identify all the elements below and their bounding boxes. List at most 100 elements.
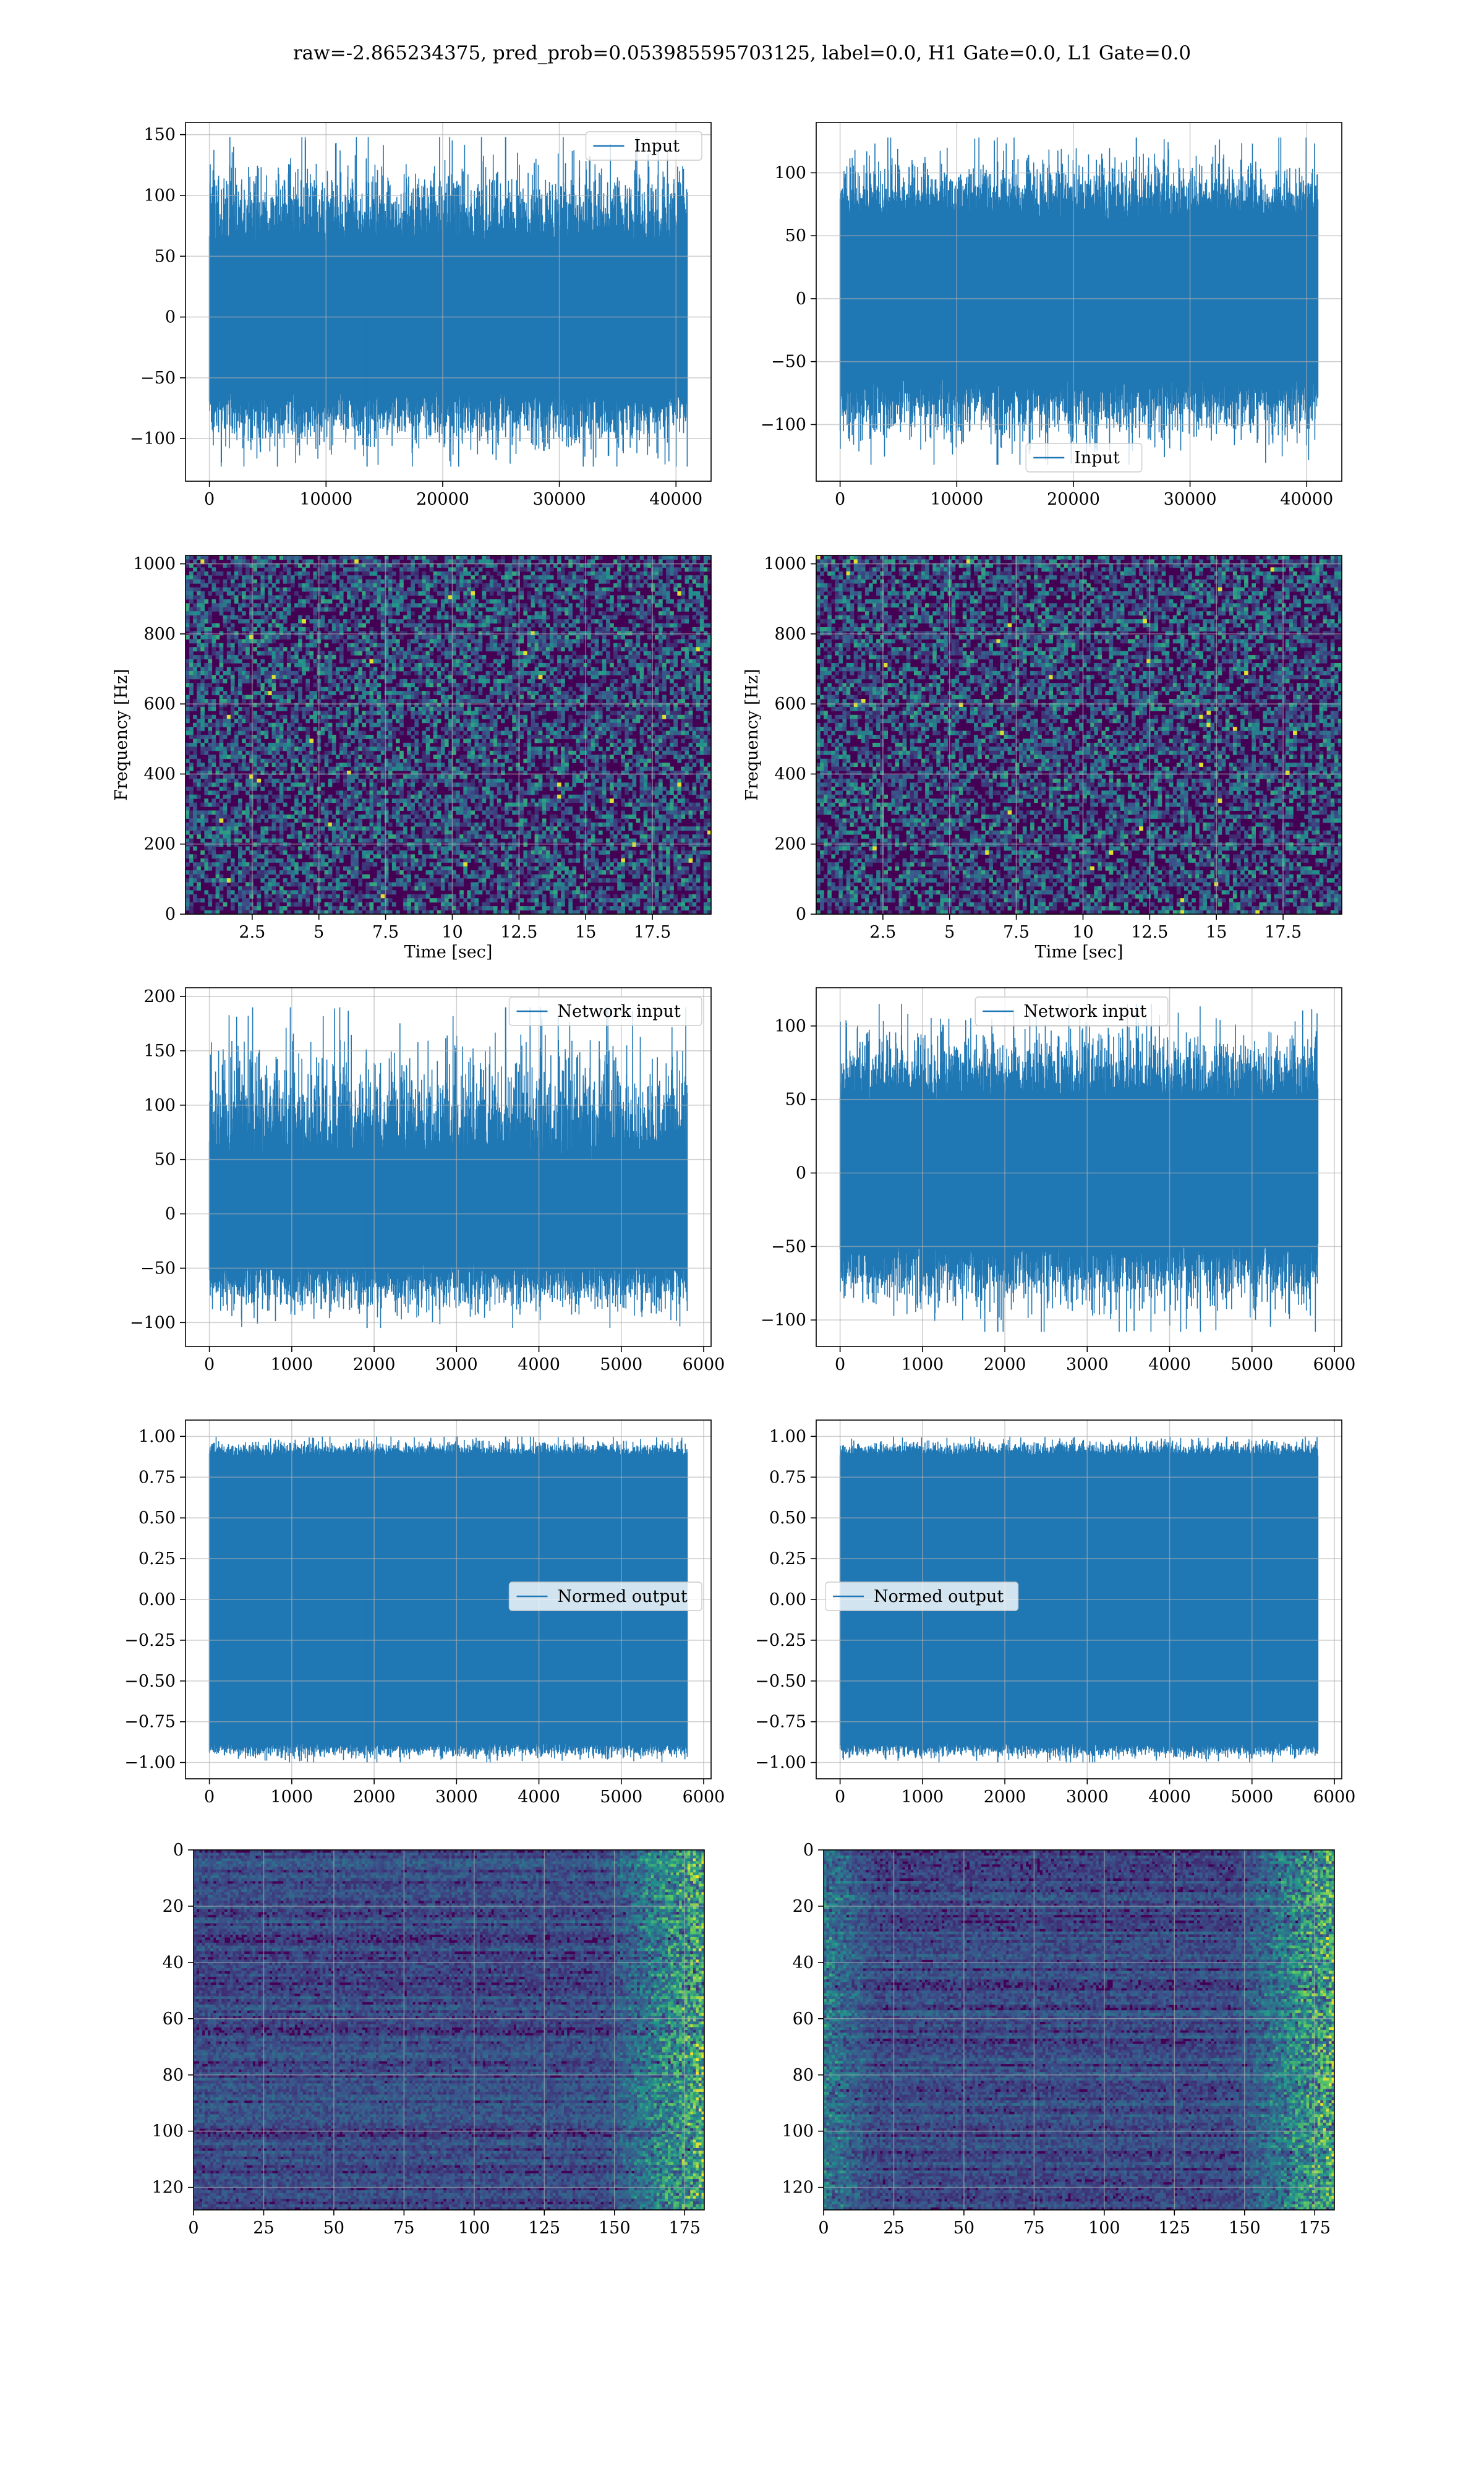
x-tick-label: 7.5: [372, 923, 399, 942]
chart-r2c2: 2.5 5 7.5 10 12.5 15 17.502004006008001000Time…: [743, 555, 1342, 962]
x-tick-label: 75: [393, 2219, 414, 2238]
x-axis-label: Time [sec]: [1035, 943, 1124, 962]
y-tick-label: 80: [163, 2066, 184, 2085]
chart-r4c1: 0 1000 2000 3000 4000 5000 6000−1.00−0.75−0.50…: [124, 1420, 725, 1807]
x-tick-label: 125: [1159, 2219, 1191, 2238]
x-tick-label: 100: [1088, 2219, 1120, 2238]
x-tick-label: 1000: [271, 1355, 313, 1374]
x-tick-label: 2.5: [239, 923, 265, 942]
x-tick-label: 0: [818, 2219, 829, 2238]
y-tick-label: 20: [163, 1897, 184, 1916]
y-tick-label: 100: [151, 2122, 184, 2141]
x-tick-label: 0: [204, 1355, 215, 1374]
x-tick-label: 30000: [1164, 490, 1217, 509]
x-tick-label: 30000: [533, 490, 586, 509]
y-tick-label: 50: [155, 247, 176, 266]
x-tick-label: 20000: [416, 490, 469, 509]
x-tick-label: 10000: [299, 490, 352, 509]
y-tick-label: −100: [761, 1311, 806, 1330]
x-tick-label: 0: [204, 1787, 215, 1807]
x-tick-label: 50: [953, 2219, 974, 2238]
y-tick-label: 50: [785, 226, 806, 246]
x-tick-label: 6000: [1313, 1355, 1356, 1374]
x-tick-label: 3000: [1066, 1787, 1109, 1807]
y-tick-label: −0.50: [755, 1672, 806, 1691]
x-tick-label: 25: [253, 2219, 274, 2238]
y-tick-label: 0.75: [769, 1468, 806, 1487]
x-tick-label: 0: [835, 1355, 845, 1374]
legend-label: Network input: [558, 1002, 681, 1021]
y-tick-label: −0.25: [755, 1631, 806, 1650]
y-tick-label: −100: [130, 429, 176, 448]
x-tick-label: 125: [529, 2219, 561, 2238]
x-tick-label: 0: [204, 490, 215, 509]
y-tick-label: 800: [143, 625, 176, 644]
x-tick-label: 0: [188, 2219, 198, 2238]
y-tick-label: −1.00: [124, 1753, 176, 1773]
chart-r3c1: 0 1000 2000 3000 4000 5000 6000−100−5005010015…: [130, 987, 725, 1374]
y-tick-label: 200: [143, 987, 176, 1006]
x-tick-label: 25: [883, 2219, 904, 2238]
y-tick-label: 400: [143, 764, 176, 784]
y-tick-label: 0: [796, 905, 806, 924]
y-tick-label: 200: [143, 835, 176, 854]
y-tick-label: 100: [774, 1017, 806, 1036]
y-tick-label: 60: [793, 2010, 814, 2029]
x-tick-label: 5000: [600, 1787, 642, 1807]
x-tick-label: 6000: [1313, 1787, 1356, 1807]
y-tick-label: 120: [782, 2178, 814, 2198]
chart-r4c2: 0 1000 2000 3000 4000 5000 6000−1.00−0.75−0.50…: [755, 1420, 1355, 1807]
y-tick-label: 100: [774, 163, 806, 182]
y-tick-label: 0.00: [769, 1590, 806, 1609]
x-tick-label: 0: [835, 1787, 845, 1807]
x-tick-label: 2000: [984, 1355, 1026, 1374]
legend-label: Normed output: [874, 1587, 1004, 1606]
x-tick-label: 4000: [1148, 1355, 1191, 1374]
x-tick-label: 2000: [353, 1787, 396, 1807]
x-tick-label: 6000: [683, 1787, 725, 1807]
x-tick-label: 150: [599, 2219, 631, 2238]
x-tick-label: 40000: [649, 490, 702, 509]
x-tick-label: 175: [668, 2219, 701, 2238]
y-tick-label: 120: [151, 2178, 184, 2198]
y-tick-label: 0: [165, 308, 176, 327]
legend-label: Input: [634, 137, 680, 156]
x-tick-label: 12.5: [500, 923, 537, 942]
x-tick-label: 12.5: [1131, 923, 1168, 942]
y-tick-label: 1.00: [139, 1427, 176, 1446]
y-tick-label: 800: [774, 625, 806, 644]
x-tick-label: 15: [1206, 923, 1227, 942]
legend-label: Normed output: [558, 1587, 688, 1606]
x-tick-label: 4000: [518, 1355, 560, 1374]
x-tick-label: 6000: [683, 1355, 725, 1374]
chart-r2c1: 2.5 5 7.5 10 12.5 15 17.502004006008001000Time…: [112, 555, 712, 962]
y-tick-label: 0.00: [139, 1590, 176, 1609]
y-tick-label: 0: [803, 1841, 814, 1860]
x-axis-label: Time [sec]: [404, 943, 493, 962]
y-axis-label: Frequency [Hz]: [743, 669, 762, 800]
y-tick-label: 100: [143, 186, 176, 205]
x-tick-label: 175: [1298, 2219, 1331, 2238]
y-tick-label: −1.00: [755, 1753, 806, 1773]
y-tick-label: 50: [155, 1150, 176, 1170]
x-tick-label: 2000: [353, 1355, 396, 1374]
x-tick-label: 0: [835, 490, 845, 509]
y-tick-label: 50: [785, 1090, 806, 1110]
y-tick-label: −50: [140, 369, 176, 388]
y-tick-label: 0.25: [769, 1549, 806, 1569]
y-tick-label: 1.00: [769, 1427, 806, 1446]
y-tick-label: 0: [165, 905, 176, 924]
x-tick-label: 1000: [902, 1355, 944, 1374]
y-tick-label: 0: [165, 1205, 176, 1224]
y-tick-label: 150: [143, 126, 176, 145]
y-tick-label: 0.50: [139, 1509, 176, 1528]
y-tick-label: 1000: [764, 555, 806, 574]
y-tick-label: 0: [796, 1164, 806, 1183]
x-tick-label: 17.5: [1264, 923, 1302, 942]
x-tick-label: 50: [323, 2219, 344, 2238]
x-tick-label: 1000: [902, 1787, 944, 1807]
